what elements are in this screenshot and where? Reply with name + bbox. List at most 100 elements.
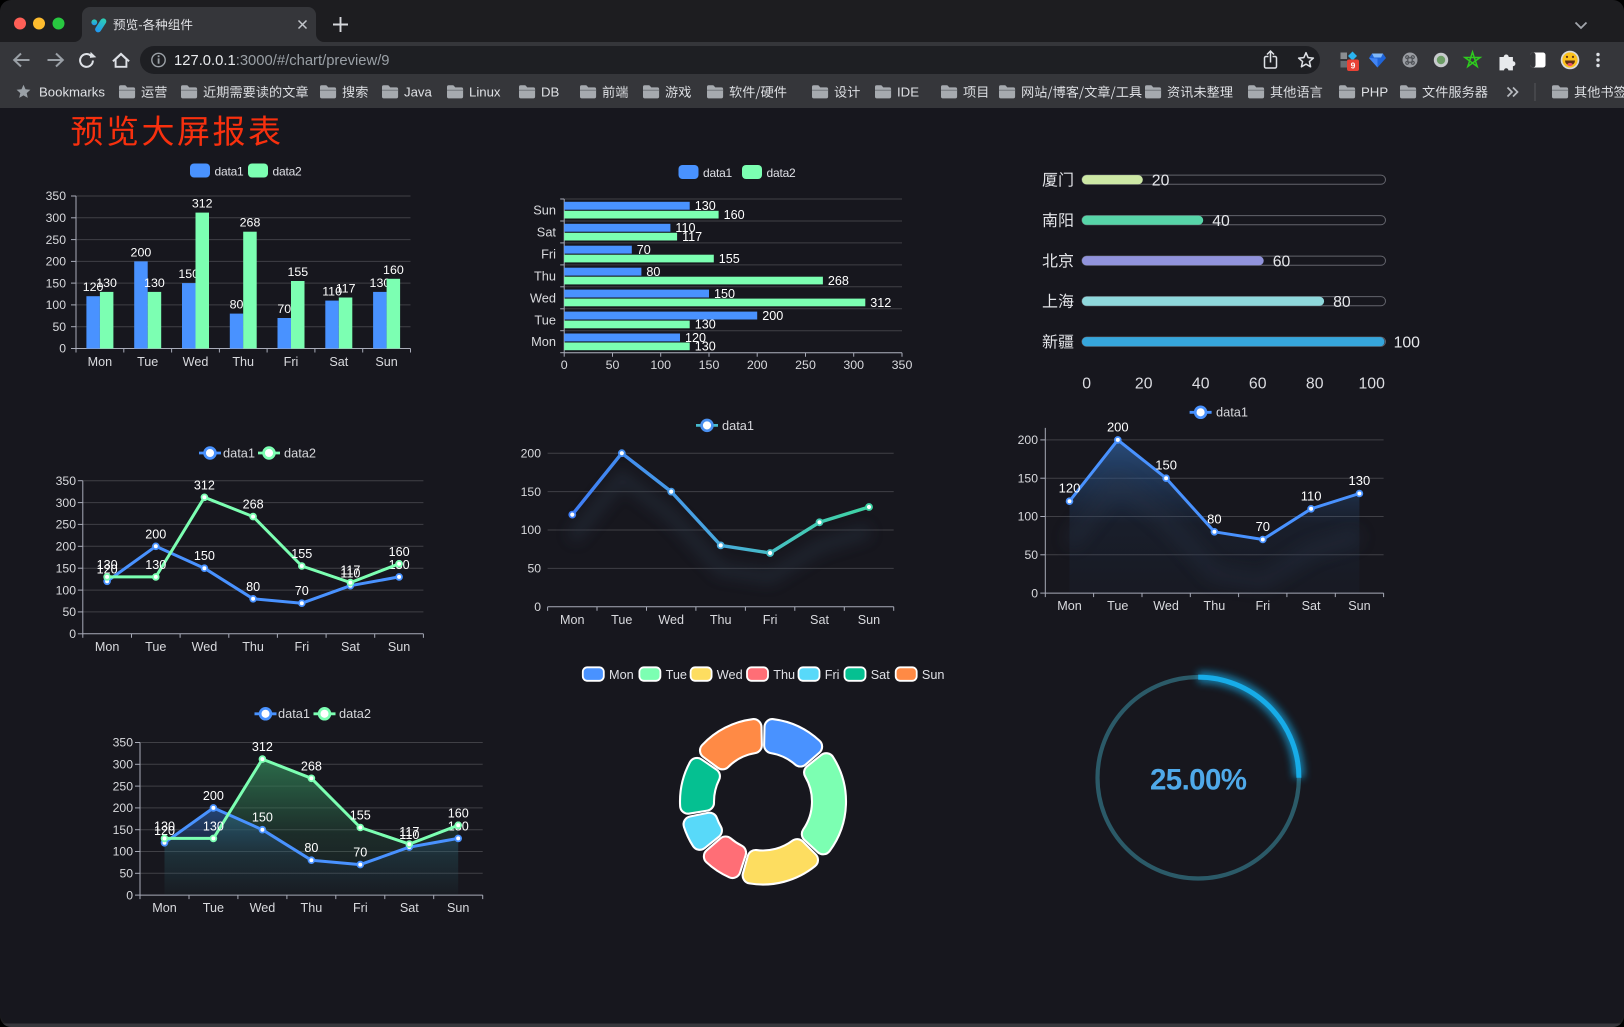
svg-text:Thu: Thu bbox=[534, 268, 556, 283]
svg-text:155: 155 bbox=[291, 547, 312, 561]
svg-text:data1: data1 bbox=[722, 418, 754, 433]
svg-text:150: 150 bbox=[113, 823, 134, 837]
svg-text:Sun: Sun bbox=[1348, 599, 1370, 613]
svg-text:350: 350 bbox=[113, 736, 134, 750]
svg-text:50: 50 bbox=[119, 867, 133, 881]
svg-text:70: 70 bbox=[1256, 519, 1270, 534]
svg-text:150: 150 bbox=[714, 287, 735, 301]
svg-text:130: 130 bbox=[154, 819, 175, 833]
svg-text:0: 0 bbox=[1082, 376, 1091, 393]
svg-text:Fri: Fri bbox=[541, 246, 556, 261]
svg-text:Mon: Mon bbox=[609, 668, 634, 682]
svg-text:250: 250 bbox=[46, 233, 67, 247]
svg-text:Sat: Sat bbox=[871, 668, 891, 682]
svg-text:160: 160 bbox=[383, 263, 404, 277]
svg-text:80: 80 bbox=[304, 841, 318, 855]
svg-text:Thu: Thu bbox=[242, 640, 264, 654]
svg-text:50: 50 bbox=[52, 320, 66, 334]
svg-text:Sun: Sun bbox=[388, 640, 410, 654]
svg-text:Mon: Mon bbox=[531, 334, 556, 349]
svg-text:127.0.0.1:3000/#/chart/preview: 127.0.0.1:3000/#/chart/preview/9 bbox=[174, 53, 390, 69]
svg-text:150: 150 bbox=[56, 561, 77, 575]
svg-text:155: 155 bbox=[350, 809, 371, 823]
svg-text:100: 100 bbox=[113, 845, 134, 859]
svg-text:110: 110 bbox=[1301, 488, 1322, 503]
svg-text:100: 100 bbox=[650, 358, 671, 372]
svg-text:200: 200 bbox=[203, 789, 224, 803]
svg-text:Fri: Fri bbox=[353, 901, 368, 915]
svg-text:130: 130 bbox=[695, 199, 716, 213]
svg-text:0: 0 bbox=[561, 358, 568, 372]
svg-text:80: 80 bbox=[246, 580, 260, 594]
svg-text:Thu: Thu bbox=[232, 355, 254, 369]
svg-text:Mon: Mon bbox=[1057, 599, 1082, 613]
svg-text:50: 50 bbox=[62, 605, 76, 619]
svg-text:Tue: Tue bbox=[666, 668, 687, 682]
svg-text:200: 200 bbox=[747, 358, 768, 372]
svg-text:Tue: Tue bbox=[145, 640, 166, 654]
svg-text:120: 120 bbox=[83, 280, 104, 294]
svg-text:70: 70 bbox=[277, 302, 291, 316]
svg-text:40: 40 bbox=[1212, 213, 1230, 230]
svg-text:Thu: Thu bbox=[710, 613, 732, 627]
svg-text:0: 0 bbox=[59, 342, 66, 356]
svg-text:80: 80 bbox=[1207, 511, 1221, 526]
svg-text:117: 117 bbox=[340, 564, 360, 578]
svg-text:120: 120 bbox=[154, 824, 175, 838]
svg-text:150: 150 bbox=[46, 276, 67, 290]
svg-text:300: 300 bbox=[56, 496, 77, 510]
svg-text:Tue: Tue bbox=[1107, 599, 1128, 613]
svg-text:200: 200 bbox=[1018, 433, 1039, 447]
svg-text:Sun: Sun bbox=[922, 668, 945, 682]
svg-text:Fri: Fri bbox=[284, 355, 299, 369]
svg-text:117: 117 bbox=[682, 230, 702, 244]
svg-text:Tue: Tue bbox=[534, 312, 556, 327]
svg-text:160: 160 bbox=[389, 545, 410, 559]
svg-text:110: 110 bbox=[340, 567, 360, 581]
svg-text:Mon: Mon bbox=[152, 901, 177, 915]
svg-text:data2: data2 bbox=[273, 164, 303, 178]
svg-text:150: 150 bbox=[178, 267, 199, 281]
svg-text:200: 200 bbox=[113, 801, 134, 815]
svg-text:Fri: Fri bbox=[763, 613, 778, 627]
svg-text:110: 110 bbox=[675, 221, 695, 235]
svg-text:Fri: Fri bbox=[1255, 599, 1270, 613]
svg-text:50: 50 bbox=[1024, 548, 1038, 562]
svg-text:25.00%: 25.00% bbox=[1150, 763, 1247, 796]
svg-text:Sat: Sat bbox=[329, 355, 348, 369]
svg-text:data2: data2 bbox=[339, 706, 371, 721]
svg-text:40: 40 bbox=[1192, 376, 1210, 393]
svg-text:Sun: Sun bbox=[858, 613, 880, 627]
svg-text:312: 312 bbox=[252, 740, 273, 754]
svg-text:0: 0 bbox=[534, 600, 541, 614]
svg-text:Wed: Wed bbox=[1153, 599, 1179, 613]
svg-text:155: 155 bbox=[287, 265, 308, 279]
svg-text:50: 50 bbox=[527, 562, 541, 576]
svg-text:Fri: Fri bbox=[825, 668, 840, 682]
svg-text:data1: data1 bbox=[215, 164, 245, 178]
svg-text:160: 160 bbox=[448, 806, 469, 820]
svg-text:100: 100 bbox=[56, 583, 77, 597]
svg-text:0: 0 bbox=[1031, 586, 1038, 600]
svg-text:Tue: Tue bbox=[137, 355, 158, 369]
svg-text:Mon: Mon bbox=[95, 640, 120, 654]
svg-text:312: 312 bbox=[870, 296, 891, 310]
svg-text:100: 100 bbox=[1394, 334, 1421, 351]
svg-text:150: 150 bbox=[1155, 458, 1177, 473]
svg-text:312: 312 bbox=[192, 197, 213, 211]
svg-text:150: 150 bbox=[252, 811, 273, 825]
svg-text:100: 100 bbox=[521, 523, 542, 537]
svg-text:Sun: Sun bbox=[375, 355, 397, 369]
svg-text:70: 70 bbox=[637, 243, 651, 257]
svg-text:70: 70 bbox=[353, 846, 367, 860]
svg-text:268: 268 bbox=[240, 216, 261, 230]
svg-text:Thu: Thu bbox=[301, 901, 323, 915]
svg-text:Mon: Mon bbox=[88, 355, 113, 369]
svg-text:Wed: Wed bbox=[658, 613, 684, 627]
svg-text:130: 130 bbox=[370, 276, 391, 290]
svg-text:20: 20 bbox=[1135, 376, 1153, 393]
svg-text:Sat: Sat bbox=[537, 224, 557, 239]
svg-text:200: 200 bbox=[145, 527, 166, 541]
svg-text:Mon: Mon bbox=[560, 613, 585, 627]
svg-text:350: 350 bbox=[56, 474, 77, 488]
